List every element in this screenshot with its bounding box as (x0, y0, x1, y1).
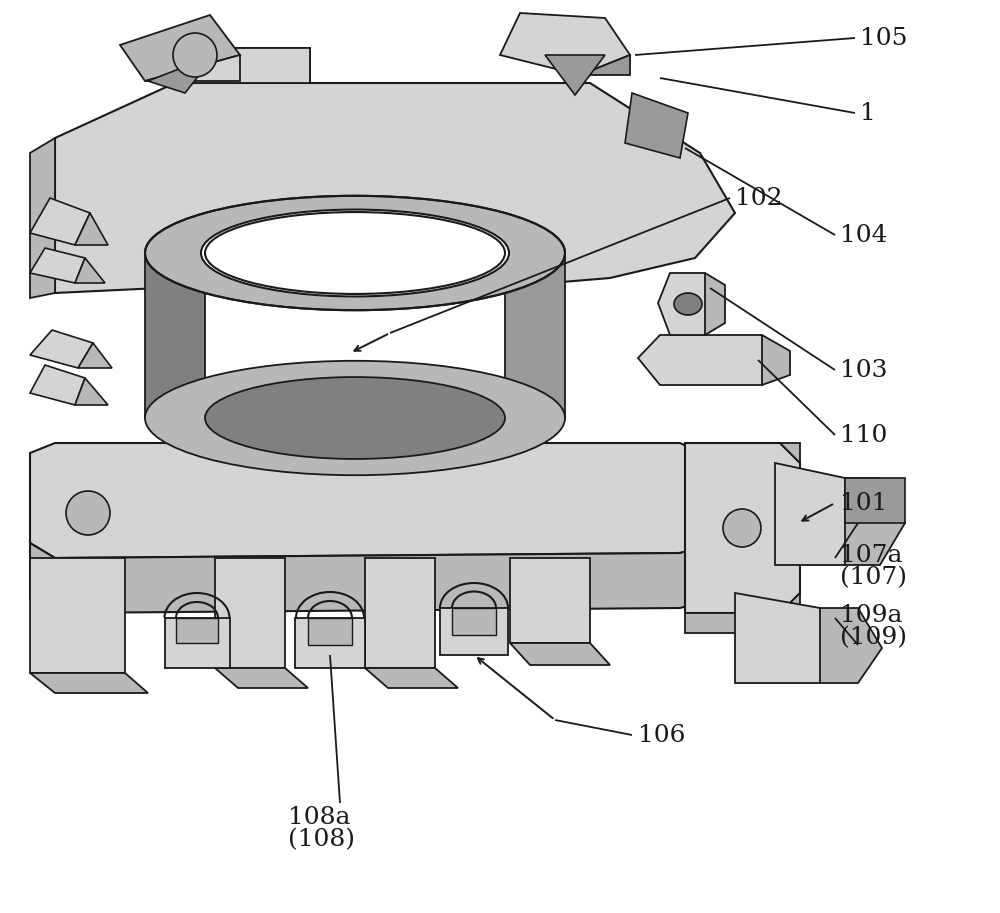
Text: 1: 1 (860, 101, 876, 124)
Circle shape (173, 33, 217, 77)
Polygon shape (295, 618, 365, 668)
Text: 106: 106 (638, 723, 686, 747)
Polygon shape (55, 83, 735, 293)
Polygon shape (30, 198, 90, 245)
Polygon shape (452, 608, 496, 635)
Polygon shape (30, 330, 93, 368)
Polygon shape (75, 378, 108, 405)
Text: 103: 103 (840, 359, 888, 382)
Polygon shape (705, 273, 725, 335)
Text: 101: 101 (840, 491, 887, 515)
Polygon shape (75, 258, 105, 283)
Text: 110: 110 (840, 424, 887, 446)
Polygon shape (365, 558, 435, 668)
Polygon shape (510, 558, 590, 643)
Polygon shape (545, 55, 605, 95)
Polygon shape (30, 443, 735, 558)
Ellipse shape (201, 210, 509, 297)
Polygon shape (658, 273, 715, 335)
Ellipse shape (205, 377, 505, 459)
Polygon shape (170, 48, 310, 83)
Polygon shape (625, 93, 688, 158)
Polygon shape (145, 55, 240, 81)
Polygon shape (30, 365, 85, 405)
Polygon shape (165, 618, 230, 668)
Text: 104: 104 (840, 224, 888, 247)
Text: 107a: 107a (840, 543, 902, 566)
Polygon shape (505, 253, 565, 418)
Polygon shape (685, 613, 800, 633)
Polygon shape (120, 15, 240, 81)
Circle shape (66, 491, 110, 535)
Polygon shape (215, 668, 308, 688)
Circle shape (723, 509, 761, 547)
Polygon shape (775, 463, 870, 565)
Polygon shape (30, 673, 148, 693)
Polygon shape (685, 443, 800, 613)
Polygon shape (308, 618, 352, 645)
Ellipse shape (674, 293, 702, 315)
Text: 108a: 108a (288, 805, 351, 828)
Polygon shape (30, 138, 55, 298)
Polygon shape (148, 55, 215, 93)
Polygon shape (176, 618, 218, 643)
Polygon shape (145, 253, 205, 418)
Polygon shape (780, 443, 800, 613)
Text: 109a: 109a (840, 603, 902, 626)
Text: 102: 102 (735, 186, 782, 209)
Ellipse shape (145, 195, 565, 310)
Polygon shape (845, 478, 905, 523)
Text: (107): (107) (840, 566, 907, 590)
Polygon shape (440, 608, 508, 655)
Ellipse shape (145, 361, 565, 475)
Polygon shape (638, 335, 785, 385)
Polygon shape (510, 643, 610, 665)
Polygon shape (75, 213, 108, 245)
Polygon shape (845, 478, 905, 565)
Polygon shape (365, 668, 458, 688)
Polygon shape (820, 608, 882, 683)
Polygon shape (170, 48, 310, 83)
Text: 105: 105 (860, 26, 908, 49)
Text: (108): (108) (288, 828, 355, 852)
Polygon shape (735, 593, 845, 683)
Polygon shape (762, 335, 790, 385)
Polygon shape (580, 55, 630, 75)
Text: (109): (109) (840, 626, 907, 649)
Polygon shape (30, 248, 85, 283)
Polygon shape (500, 13, 630, 75)
Polygon shape (30, 538, 735, 613)
Polygon shape (30, 558, 125, 673)
Polygon shape (215, 558, 285, 668)
Polygon shape (78, 343, 112, 368)
